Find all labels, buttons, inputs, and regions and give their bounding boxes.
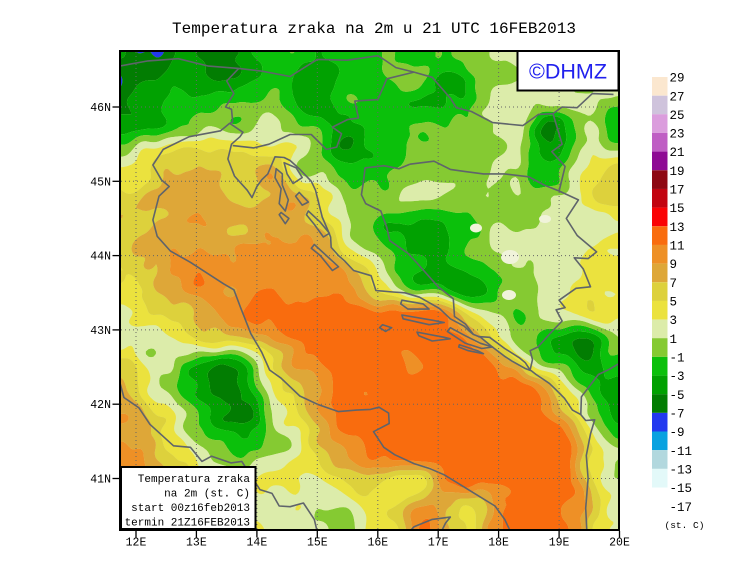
svg-text:-17: -17 — [670, 501, 693, 515]
svg-text:42N: 42N — [90, 399, 111, 412]
svg-text:-11: -11 — [670, 445, 693, 459]
svg-text:-5: -5 — [670, 389, 685, 403]
svg-text:-7: -7 — [670, 408, 685, 422]
svg-text:44N: 44N — [90, 251, 111, 264]
svg-text:(st. C): (st. C) — [665, 520, 705, 531]
svg-text:41N: 41N — [90, 474, 111, 487]
svg-text:-3: -3 — [670, 370, 685, 384]
svg-text:23: 23 — [670, 128, 685, 142]
svg-text:12E: 12E — [126, 537, 147, 550]
svg-text:start 00z16feb2013: start 00z16feb2013 — [131, 503, 250, 515]
svg-text:na 2m (st. C): na 2m (st. C) — [164, 489, 250, 501]
svg-text:17E: 17E — [428, 537, 449, 550]
svg-text:-9: -9 — [670, 426, 685, 440]
svg-text:15: 15 — [670, 202, 685, 216]
svg-text:17: 17 — [670, 184, 685, 198]
svg-text:13E: 13E — [186, 537, 207, 550]
svg-text:19: 19 — [670, 165, 685, 179]
svg-text:Temperatura zraka: Temperatura zraka — [138, 474, 251, 486]
svg-text:-1: -1 — [670, 352, 685, 366]
svg-text:27: 27 — [670, 90, 685, 104]
svg-text:25: 25 — [670, 109, 685, 123]
svg-text:Temperatura zraka na 2m u 21 U: Temperatura zraka na 2m u 21 UTC 16FEB20… — [172, 20, 576, 38]
svg-text:1: 1 — [670, 333, 678, 347]
svg-text:11: 11 — [670, 240, 685, 254]
svg-text:29: 29 — [670, 72, 685, 86]
svg-text:46N: 46N — [90, 102, 111, 115]
svg-text:18E: 18E — [488, 537, 509, 550]
svg-text:19E: 19E — [549, 537, 570, 550]
svg-text:5: 5 — [670, 296, 678, 310]
svg-text:15E: 15E — [307, 537, 328, 550]
svg-text:45N: 45N — [90, 176, 111, 189]
svg-text:-15: -15 — [670, 482, 693, 496]
svg-text:3: 3 — [670, 314, 678, 328]
svg-text:-13: -13 — [670, 464, 693, 478]
svg-text:13: 13 — [670, 221, 685, 235]
svg-text:termin 21Z16FEB2013: termin 21Z16FEB2013 — [125, 518, 250, 530]
svg-text:21: 21 — [670, 146, 685, 160]
svg-text:9: 9 — [670, 258, 678, 272]
svg-text:20E: 20E — [609, 537, 630, 550]
svg-text:©DHMZ: ©DHMZ — [529, 60, 607, 84]
svg-text:16E: 16E — [367, 537, 388, 550]
svg-text:14E: 14E — [247, 537, 268, 550]
svg-text:7: 7 — [670, 277, 678, 291]
svg-text:43N: 43N — [90, 325, 111, 338]
